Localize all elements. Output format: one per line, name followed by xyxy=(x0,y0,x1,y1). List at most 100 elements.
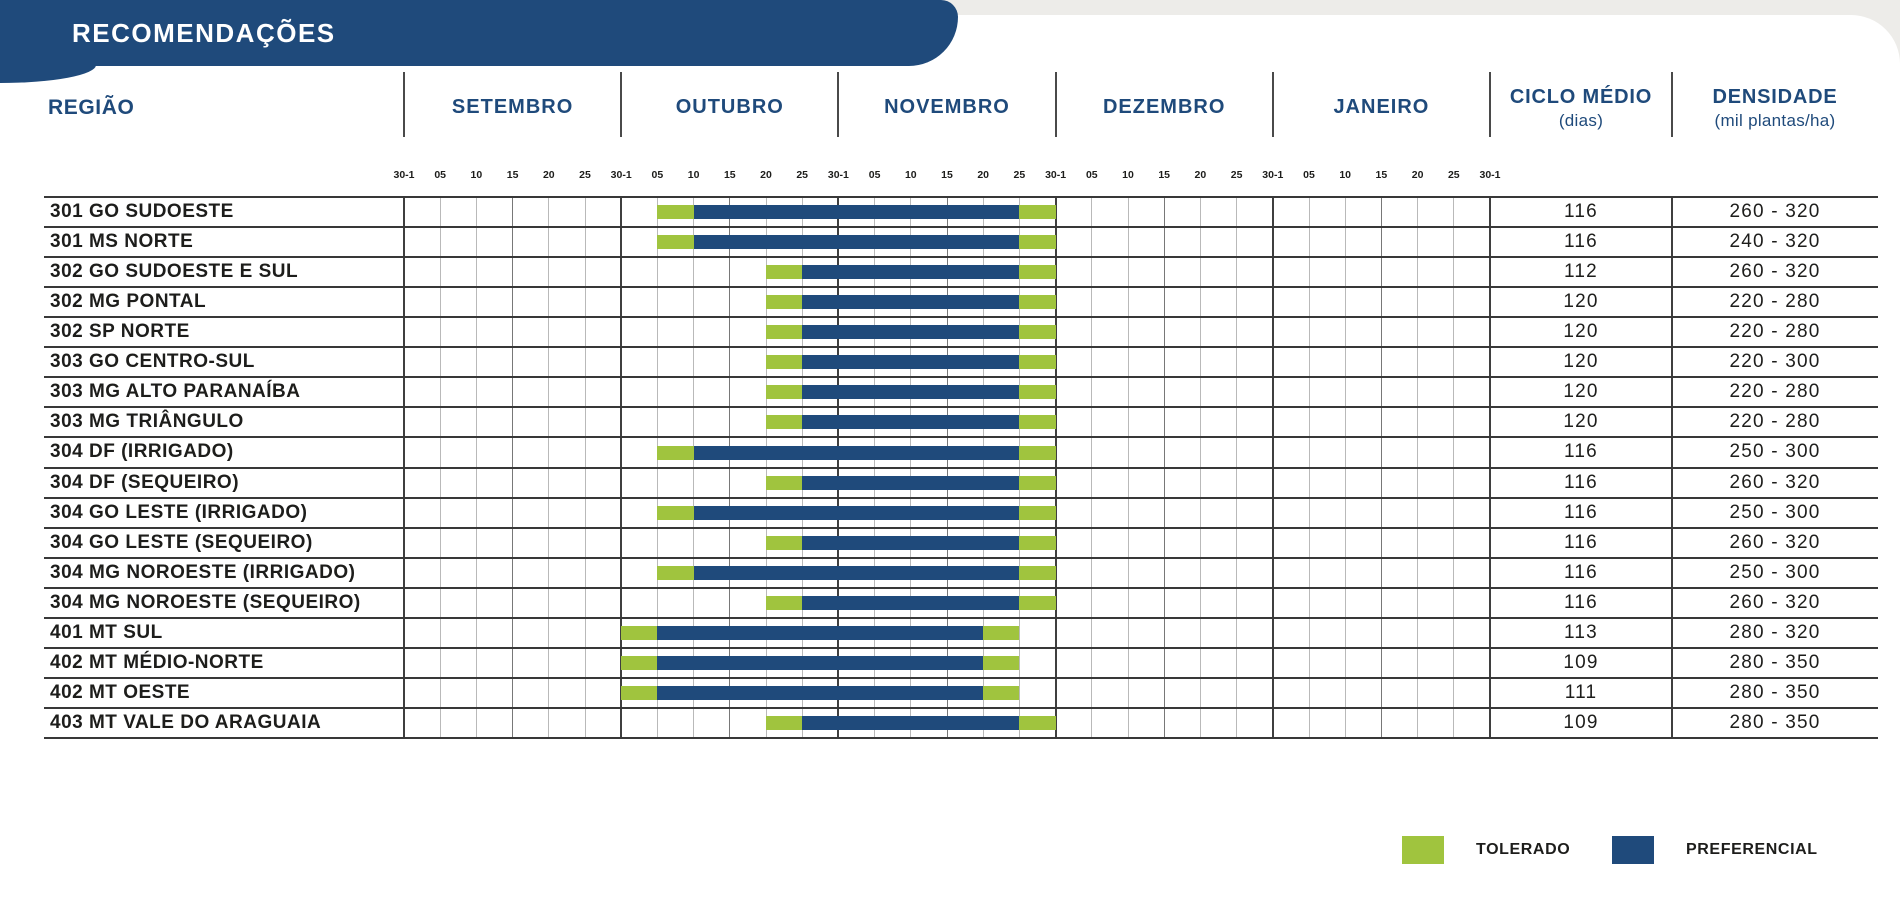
gantt-bar-tolerado xyxy=(766,595,803,610)
gantt-bar-tolerado xyxy=(1019,355,1056,370)
gantt-bar-preferencial xyxy=(657,685,984,700)
table-row: 304 DF (SEQUEIRO) 116 260 - 320 xyxy=(0,468,1900,498)
gantt-bar-tolerado xyxy=(766,355,803,370)
ciclo-value: 116 xyxy=(1564,501,1598,523)
gantt-bar-tolerado xyxy=(1019,445,1056,460)
tick-label: 05 xyxy=(434,169,447,181)
gantt-bar-tolerado xyxy=(1019,716,1056,731)
header-separator xyxy=(1054,72,1057,137)
gantt-bar-tolerado xyxy=(657,235,694,250)
ciclo-medio-subtitle: (dias) xyxy=(1558,111,1604,130)
ciclo-value: 116 xyxy=(1564,561,1598,583)
ciclo-value: 116 xyxy=(1564,531,1598,553)
ciclo-value: 120 xyxy=(1563,381,1599,403)
gantt-bar-tolerado xyxy=(657,565,694,580)
densidade-value: 250 - 300 xyxy=(1729,561,1821,583)
grid-hline xyxy=(44,526,1878,529)
densidade-value: 260 - 320 xyxy=(1729,261,1821,283)
gantt-bar-tolerado xyxy=(1019,535,1056,550)
ciclo-value: 120 xyxy=(1563,321,1599,343)
grid-hline xyxy=(44,737,1878,740)
gantt-bar-tolerado xyxy=(983,655,1020,670)
grid-hline xyxy=(44,406,1878,409)
column-header-densidade: DENSIDADE (mil plantas/ha) xyxy=(1672,86,1878,131)
table-row: 304 GO LESTE (SEQUEIRO) 116 260 - 320 xyxy=(0,528,1900,558)
region-label: 303 MG TRIÂNGULO xyxy=(50,411,244,433)
tick-label: 20 xyxy=(1194,169,1207,181)
densidade-value: 260 - 320 xyxy=(1729,531,1821,553)
grid-hline xyxy=(44,376,1878,379)
grid-hline xyxy=(44,436,1878,439)
tick-label: 30-1 xyxy=(610,169,632,181)
tick-label: 10 xyxy=(687,169,700,181)
tick-label: 20 xyxy=(1411,169,1424,181)
gantt-bar-preferencial xyxy=(802,355,1020,370)
tick-label: 10 xyxy=(470,169,483,181)
region-label: 403 MT VALE DO ARAGUAIA xyxy=(50,712,322,734)
grid-hline xyxy=(44,346,1878,349)
month-header-outubro: OUTUBRO xyxy=(675,96,784,118)
tick-label: 15 xyxy=(1375,169,1388,181)
tick-label: 15 xyxy=(723,169,736,181)
grid-hline xyxy=(44,586,1878,589)
gantt-bar-preferencial xyxy=(802,295,1020,310)
legend-label-tolerado: TOLERADO xyxy=(1476,841,1571,858)
gantt-bar-preferencial xyxy=(802,475,1020,490)
region-label: 302 GO SUDOESTE E SUL xyxy=(50,261,299,283)
region-label: 304 GO LESTE (SEQUEIRO) xyxy=(50,531,313,553)
table-row: 304 GO LESTE (IRRIGADO) 116 250 - 300 xyxy=(0,498,1900,528)
gantt-bar-preferencial xyxy=(802,415,1020,430)
gantt-bar-preferencial xyxy=(657,655,984,670)
tick-label: 30-1 xyxy=(827,169,849,181)
legend-swatch-preferencial xyxy=(1612,836,1654,864)
region-label: 302 SP NORTE xyxy=(50,321,190,343)
region-label: 303 MG ALTO PARANAÍBA xyxy=(50,381,301,403)
title-banner xyxy=(0,0,958,66)
gantt-bar-tolerado xyxy=(766,475,803,490)
gantt-bar-tolerado xyxy=(1019,385,1056,400)
grid-hline xyxy=(44,556,1878,559)
densidade-value: 240 - 320 xyxy=(1729,231,1821,253)
month-header-novembro: NOVEMBRO xyxy=(884,96,1010,118)
region-label: 304 DF (SEQUEIRO) xyxy=(50,471,240,493)
grid-hline xyxy=(44,466,1878,469)
gantt-bar-tolerado xyxy=(766,415,803,430)
tick-label: 05 xyxy=(651,169,664,181)
region-label: 301 MS NORTE xyxy=(50,231,194,253)
table-row: 403 MT VALE DO ARAGUAIA 109 280 - 350 xyxy=(0,708,1900,738)
gantt-bar-tolerado xyxy=(1019,325,1056,340)
gantt-bar-tolerado xyxy=(1019,415,1056,430)
densidade-title: DENSIDADE xyxy=(1712,86,1838,108)
tick-label: 20 xyxy=(542,169,555,181)
region-label: 304 DF (IRRIGADO) xyxy=(50,441,234,463)
ciclo-value: 120 xyxy=(1563,351,1599,373)
gantt-bar-tolerado xyxy=(621,685,658,700)
grid-hline xyxy=(44,316,1878,319)
gantt-bar-preferencial xyxy=(802,716,1020,731)
grid-hline xyxy=(44,676,1878,679)
header-separator xyxy=(1271,72,1274,137)
tick-label: 25 xyxy=(579,169,591,181)
region-label: 301 GO SUDOESTE xyxy=(50,201,234,222)
region-label: 304 GO LESTE (IRRIGADO) xyxy=(50,501,308,523)
ciclo-value: 116 xyxy=(1564,231,1598,253)
gantt-bar-preferencial xyxy=(802,595,1020,610)
densidade-value: 280 - 320 xyxy=(1729,621,1821,643)
gantt-bar-tolerado xyxy=(657,445,694,460)
table-row: 301 MS NORTE 116 240 - 320 xyxy=(0,227,1900,257)
gantt-bar-preferencial xyxy=(802,385,1020,400)
grid-hline xyxy=(44,496,1878,499)
densidade-value: 260 - 320 xyxy=(1729,591,1821,613)
legend-label-preferencial: PREFERENCIAL xyxy=(1686,841,1818,858)
densidade-value: 280 - 350 xyxy=(1729,681,1821,703)
ciclo-value: 109 xyxy=(1563,651,1599,673)
densidade-value: 220 - 280 xyxy=(1729,411,1821,433)
grid-hline xyxy=(44,616,1878,619)
tick-label: 10 xyxy=(1339,169,1352,181)
densidade-value: 280 - 350 xyxy=(1729,651,1821,673)
gantt-bar-tolerado xyxy=(766,385,803,400)
table-row: 303 MG TRIÂNGULO 120 220 - 280 xyxy=(0,407,1900,437)
densidade-value: 220 - 280 xyxy=(1729,291,1821,313)
table-row: 302 MG PONTAL 120 220 - 280 xyxy=(0,287,1900,317)
